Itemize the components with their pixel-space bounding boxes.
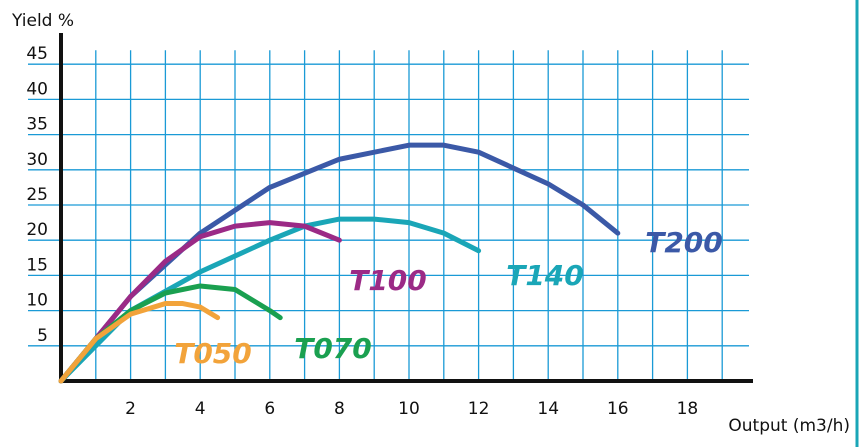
y-tick-label: 30 [26,150,48,170]
x-tick-label: 2 [125,399,136,419]
y-tick-label: 10 [26,291,48,311]
y-tick-label: 15 [26,255,48,275]
x-axis-label: Output (m3/h) [728,416,850,436]
x-tick-label: 8 [334,399,345,419]
y-tick-label: 25 [26,185,48,205]
x-tick-label: 14 [537,399,559,419]
y-tick-label: 20 [26,220,48,240]
y-tick-label: 40 [26,79,48,99]
series-label: T050 [174,337,252,370]
x-tick-label: 12 [468,399,490,419]
series-label: T100 [349,264,427,297]
x-tick-label: 18 [677,399,699,419]
y-tick-label: 35 [26,115,48,135]
y-tick-label: 45 [26,44,48,64]
series-label: T140 [506,259,584,292]
series-label: T070 [294,332,372,365]
x-tick-label: 16 [607,399,629,419]
series-line [58,301,221,384]
x-tick-label: 10 [398,399,420,419]
y-axis-label: Yield % [11,11,74,31]
series-line [58,220,342,384]
x-tick-label: 4 [195,399,206,419]
y-tick-label: 5 [37,326,48,346]
series-label: T200 [645,226,723,259]
x-tick-label: 6 [264,399,275,419]
